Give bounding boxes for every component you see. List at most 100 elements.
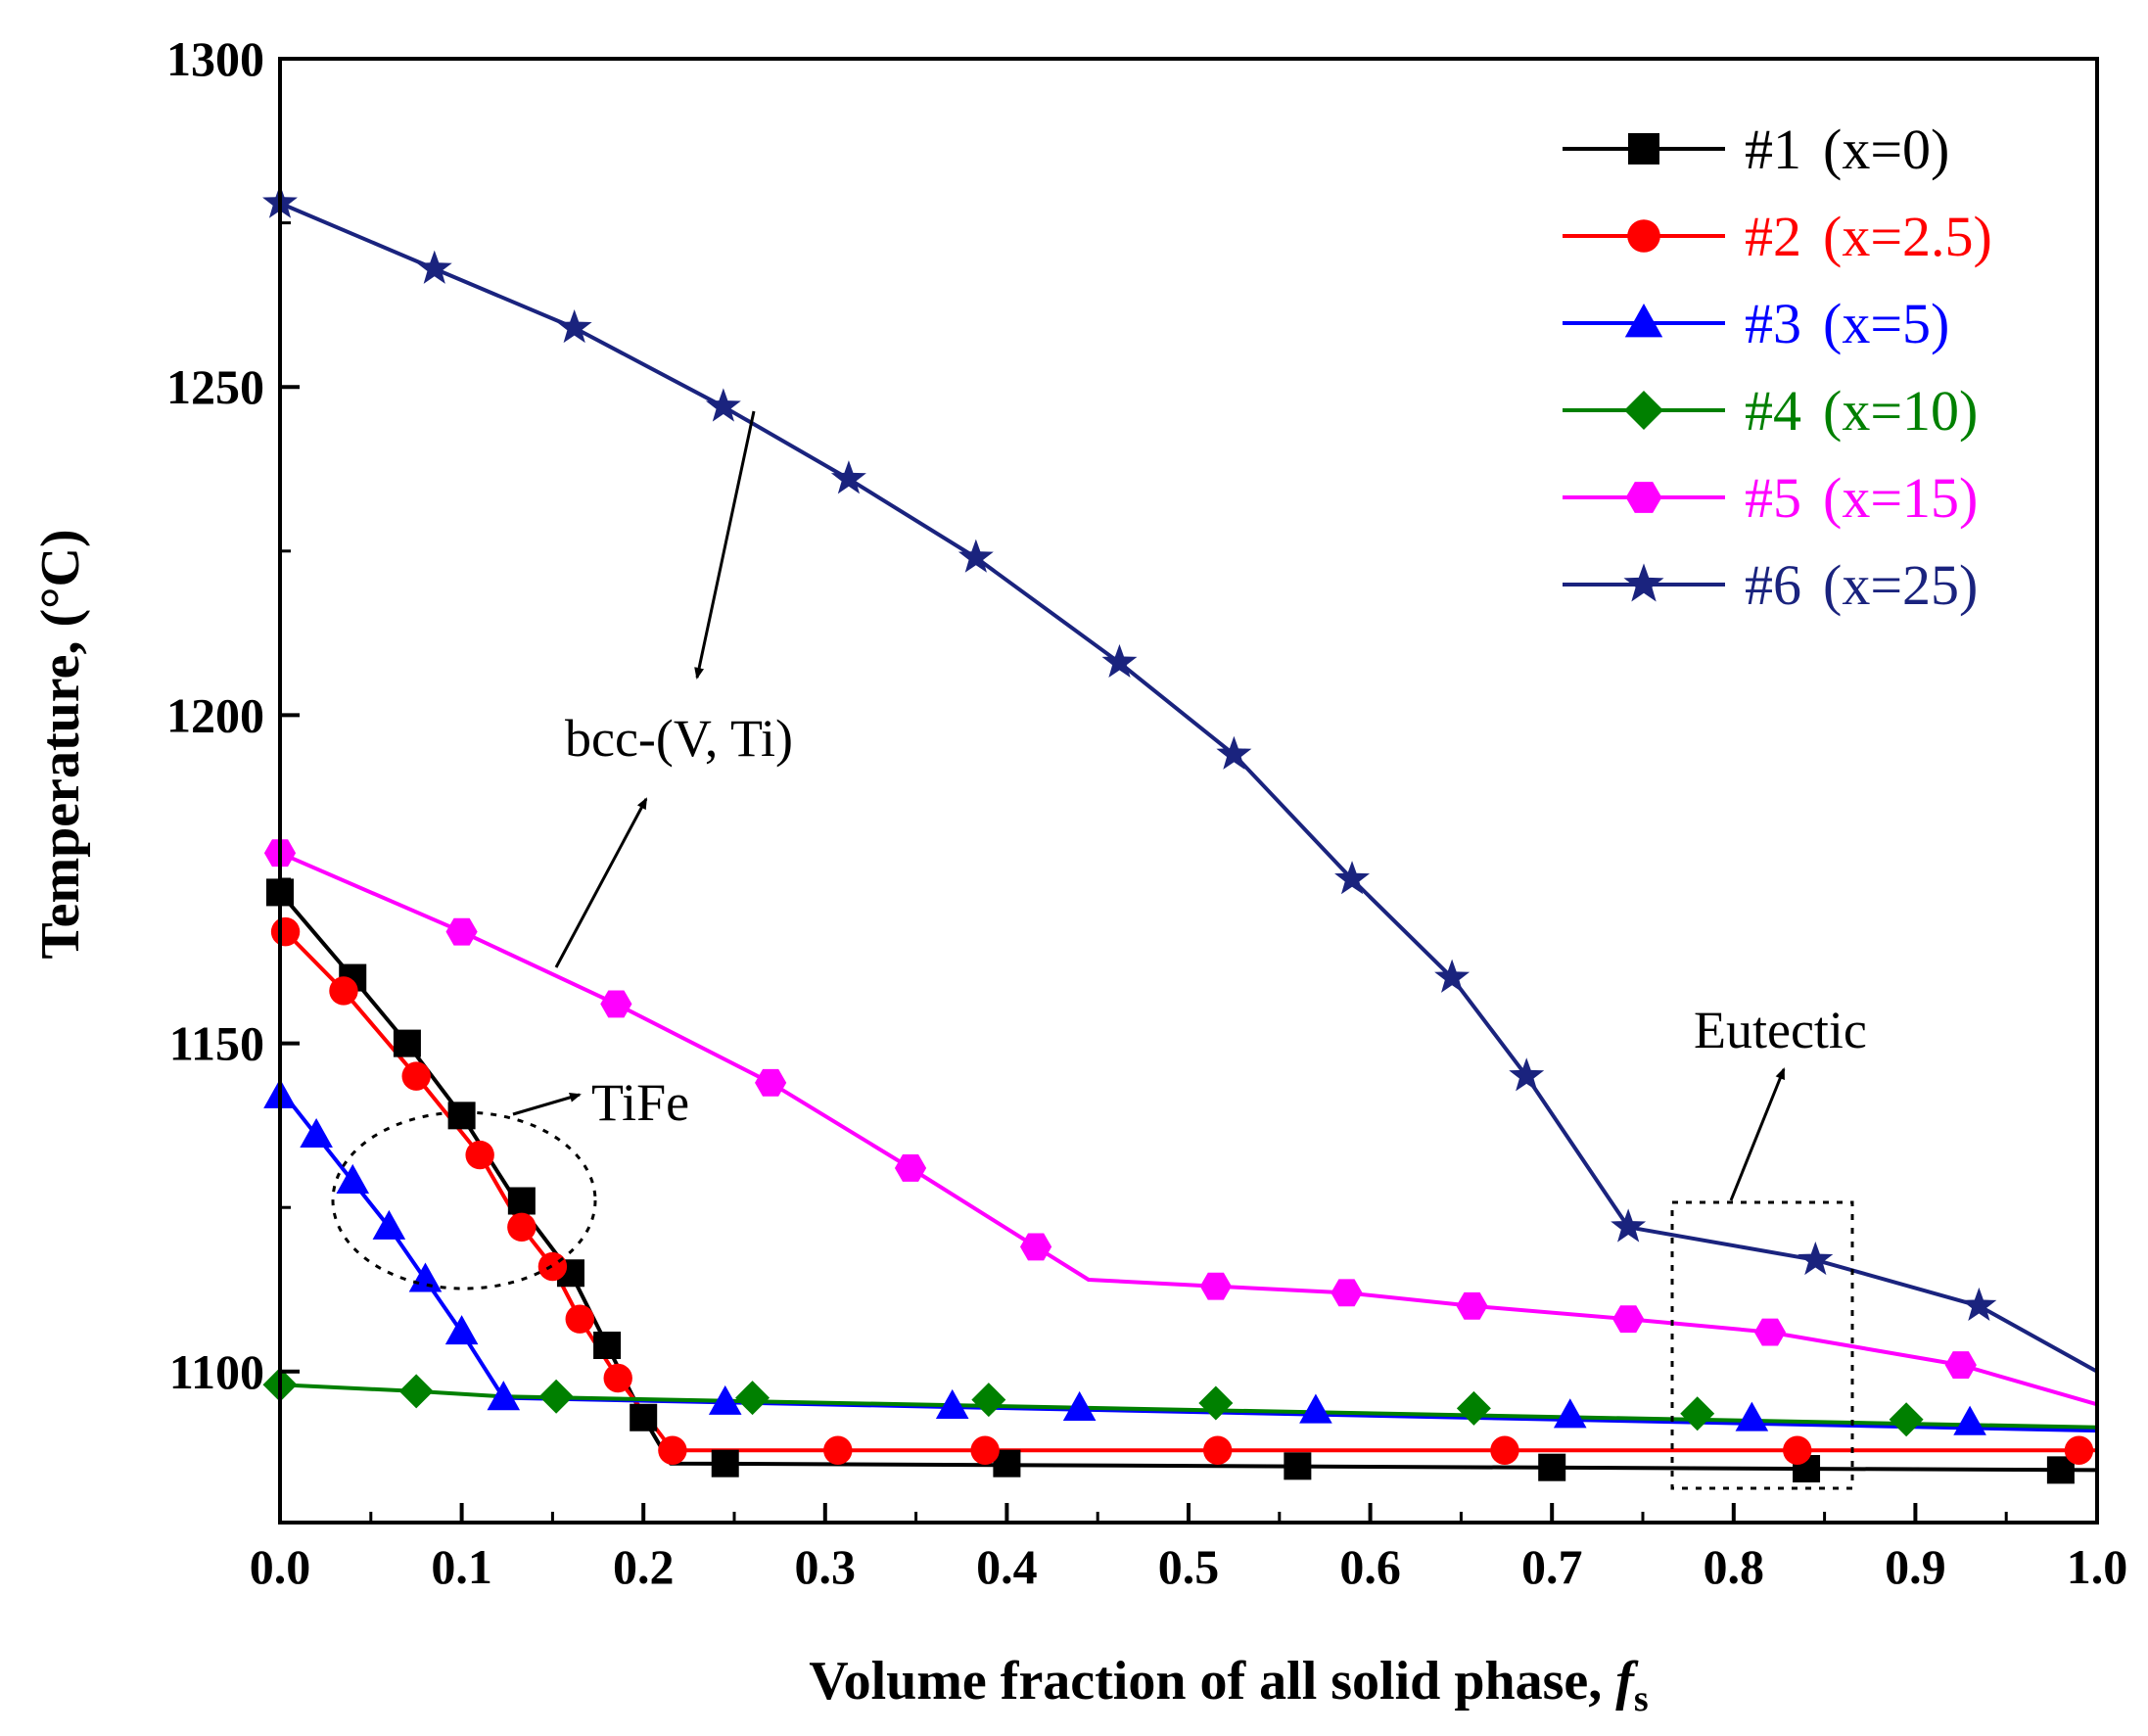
series-1-point <box>630 1403 658 1431</box>
series-3-point <box>1953 1405 1986 1435</box>
annotation-bcc-label: bcc-(V, Ti) <box>565 709 793 768</box>
series-6-point <box>1434 959 1471 993</box>
legend-series-name: #4 <box>1745 379 1801 443</box>
series-2-point <box>507 1212 537 1243</box>
series-5-point <box>445 917 478 946</box>
x-tick-label: 0.7 <box>1521 1539 1583 1594</box>
legend-label-3: #3 (x=5) <box>1745 292 1949 355</box>
y-tick-label: 1250 <box>166 359 264 414</box>
x-tick-label: 0.3 <box>795 1539 857 1594</box>
legend-marker-4 <box>1624 391 1663 430</box>
series-3-point <box>336 1163 370 1194</box>
series-2-point <box>2064 1435 2094 1465</box>
x-axis-title: Volume fraction of all solid phase, fs <box>809 1651 1648 1719</box>
annotation-eutectic-label: Eutectic <box>1694 1001 1867 1059</box>
y-tick-label: 1200 <box>166 687 264 742</box>
legend-series-name: #5 <box>1745 466 1801 530</box>
series-2-point <box>465 1140 494 1170</box>
series-5-point <box>1019 1233 1052 1261</box>
legend-marker-3 <box>1624 304 1663 338</box>
series-3-point <box>935 1388 969 1419</box>
series-3-point <box>1553 1398 1587 1429</box>
annotation-bcc: bcc-(V, Ti) <box>554 410 793 968</box>
series-6-point <box>1334 861 1371 895</box>
x-tick-label: 1.0 <box>2067 1539 2128 1594</box>
legend-marker-5 <box>1625 482 1662 513</box>
series-3-point <box>487 1381 521 1411</box>
legend-series-name: #3 <box>1745 292 1801 355</box>
series-2-point <box>1783 1435 1812 1465</box>
legend-series-composition: (x=2.5) <box>1823 205 1992 268</box>
series-1-point <box>393 1029 421 1057</box>
series-6-point <box>416 250 452 284</box>
legend-series-composition: (x=10) <box>1823 379 1978 443</box>
series-2-point <box>658 1435 687 1465</box>
series-5-point <box>1944 1351 1977 1380</box>
series-2-point <box>823 1435 853 1465</box>
x-tick-label: 0.1 <box>431 1539 492 1594</box>
y-axis-title: Temperature, (°C) <box>30 529 91 959</box>
series-3-point <box>1062 1390 1097 1421</box>
series-3-point <box>708 1384 742 1415</box>
x-tick-label: 0.5 <box>1158 1539 1220 1594</box>
series-1-point <box>507 1187 536 1215</box>
series-6-point <box>1961 1287 1997 1322</box>
annotation-tife-label: TiFe <box>591 1073 689 1132</box>
series-1-point <box>1284 1452 1312 1480</box>
series-5-point <box>1456 1291 1488 1320</box>
x-tick-label: 0.0 <box>250 1539 311 1594</box>
series-1-point <box>593 1331 622 1359</box>
series-1-point <box>711 1449 739 1478</box>
legend-series-composition: (x=15) <box>1823 466 1978 530</box>
legend-series-name: #1 <box>1745 117 1801 181</box>
series-1-point <box>1538 1453 1566 1481</box>
series-6-point <box>705 388 741 422</box>
legend-series-composition: (x=25) <box>1823 553 1978 617</box>
y-tick-label: 1100 <box>169 1344 264 1399</box>
annotation-bcc-arrow-up <box>694 410 756 680</box>
annotation-bcc-arrow-down <box>554 797 648 968</box>
annotation-tife: TiFe <box>331 1073 689 1290</box>
legend-marker-2 <box>1627 219 1660 253</box>
series-3-point <box>444 1315 479 1345</box>
x-tick-label: 0.9 <box>1885 1539 1946 1594</box>
series-2-point <box>401 1061 431 1091</box>
series-line-1 <box>278 891 2098 1473</box>
series-line-5 <box>279 851 2098 1407</box>
series-6-point <box>556 308 592 344</box>
series-5-point <box>1331 1279 1363 1307</box>
x-tick-label: 0.4 <box>976 1539 1038 1594</box>
annotation-tife-ellipse <box>331 1110 597 1290</box>
x-axis-title-text: Volume fraction of all solid phase, <box>809 1651 1615 1712</box>
series-6-point <box>1509 1057 1545 1092</box>
series-5-point <box>1199 1272 1232 1300</box>
legend-marker-1 <box>1628 133 1659 164</box>
series-3-point <box>300 1117 333 1149</box>
annotation-tife-arrow <box>512 1093 582 1116</box>
y-tick-label: 1300 <box>166 31 264 86</box>
x-tick-label: 0.6 <box>1339 1539 1401 1594</box>
legend-label-4: #4 (x=10) <box>1745 379 1978 443</box>
annotation-eutectic: Eutectic <box>1670 1001 1867 1490</box>
legend-marker-6 <box>1623 563 1664 602</box>
series-3-point <box>372 1209 406 1240</box>
x-tick-label: 0.2 <box>613 1539 675 1594</box>
legend-series-composition: (x=5) <box>1823 292 1949 355</box>
marker-layer <box>262 184 2094 1484</box>
x-axis-title-subscript: s <box>1634 1678 1649 1719</box>
series-5-point <box>600 990 632 1018</box>
series-6-point <box>1216 735 1252 770</box>
legend-label-6: #6 (x=25) <box>1745 553 1978 617</box>
series-4-point <box>398 1374 434 1409</box>
series-4-point <box>971 1383 1006 1418</box>
series-4-point <box>735 1381 770 1416</box>
legend-label-2: #2 (x=2.5) <box>1745 205 1992 268</box>
series-2-point <box>270 916 301 947</box>
series-5-point <box>755 1068 787 1097</box>
series-3-point <box>1735 1401 1769 1431</box>
series-2-point <box>603 1363 632 1393</box>
series-5-point <box>1753 1318 1787 1346</box>
series-6-point <box>1611 1208 1647 1243</box>
series-4-point <box>1456 1390 1491 1426</box>
